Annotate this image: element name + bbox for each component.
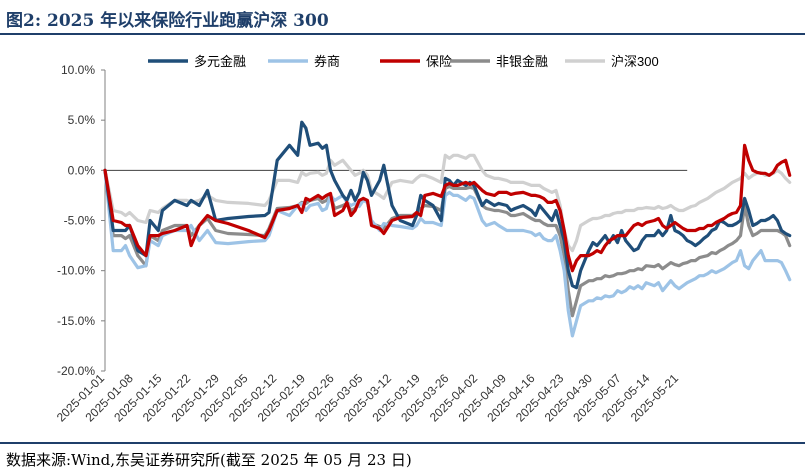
legend-label-非银金融: 非银金融 [496, 54, 548, 69]
y-tick-label: 5.0% [68, 113, 96, 127]
y-tick-label: -10.0% [57, 264, 95, 278]
legend-label-沪深300: 沪深300 [611, 54, 659, 69]
legend-label-保险: 保险 [426, 54, 452, 69]
y-tick-label: -5.0% [64, 214, 96, 228]
series-line-沪深300 [103, 153, 792, 253]
y-tick-label: 10.0% [61, 63, 95, 77]
y-tick-label: -15.0% [57, 314, 95, 328]
data-source-note: 数据来源:Wind,东吴证券研究所(截至 2025 年 05 月 23 日) [6, 451, 412, 469]
y-tick-label: 0.0% [68, 163, 96, 177]
series-line-多元金融 [103, 120, 792, 290]
chart-title: 图2: 2025 年以来保险行业跑赢沪深 300 [6, 11, 329, 31]
line-chart: 10.0%5.0%0.0%-5.0%-10.0%-15.0%-20.0%2025… [54, 54, 792, 425]
y-tick-label: -20.0% [57, 364, 95, 378]
footer-rule [0, 442, 805, 444]
title-rule [0, 33, 805, 35]
series-line-券商 [103, 168, 792, 338]
legend-label-券商: 券商 [314, 54, 340, 69]
series-line-保险 [103, 143, 792, 273]
legend-label-多元金融: 多元金融 [194, 54, 246, 69]
